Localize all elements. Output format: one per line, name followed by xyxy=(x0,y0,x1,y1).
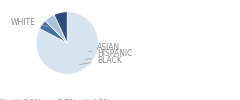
Wedge shape xyxy=(45,15,67,43)
Legend: 82.7%, 6.9%, 5.5%, 4.9%: 82.7%, 6.9%, 5.5%, 4.9% xyxy=(0,96,114,100)
Text: ASIAN: ASIAN xyxy=(89,43,120,52)
Wedge shape xyxy=(36,12,98,74)
Text: HISPANIC: HISPANIC xyxy=(85,49,132,60)
Wedge shape xyxy=(54,12,67,43)
Text: BLACK: BLACK xyxy=(80,56,122,65)
Text: WHITE: WHITE xyxy=(11,18,48,27)
Wedge shape xyxy=(40,21,67,43)
